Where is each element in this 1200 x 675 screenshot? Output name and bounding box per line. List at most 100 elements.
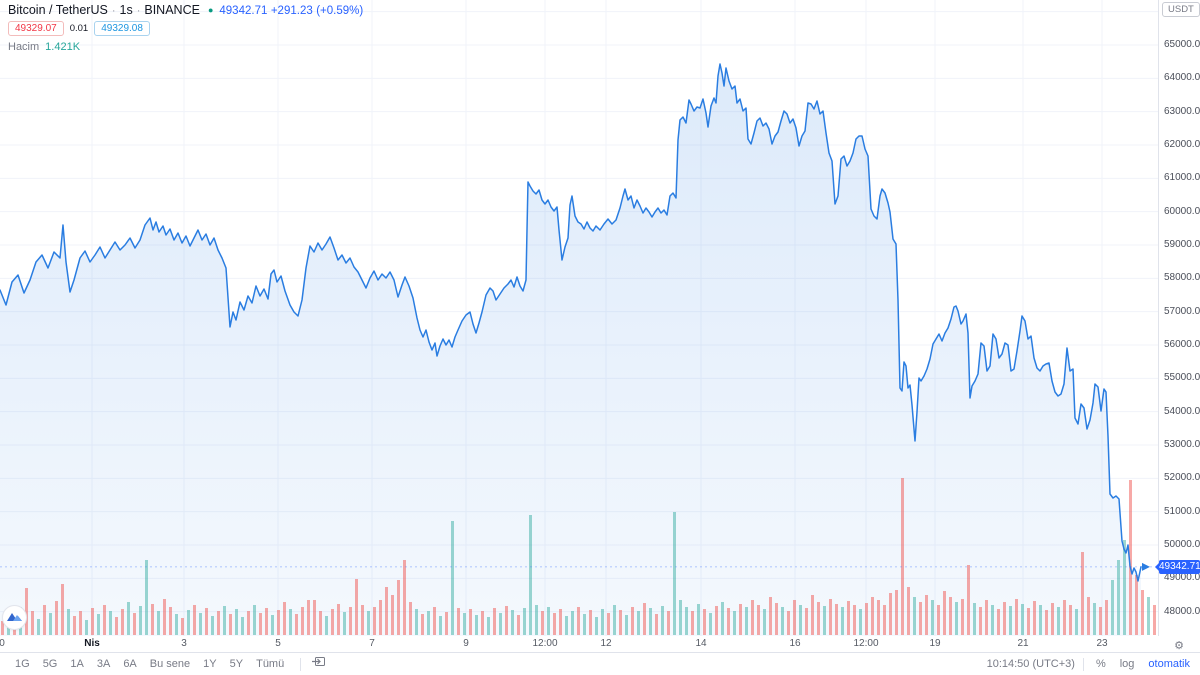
volume-bar <box>439 616 442 635</box>
volume-bar <box>421 614 424 635</box>
volume-bar <box>37 619 40 635</box>
price-area-fill <box>0 64 1141 636</box>
range-button-6a[interactable]: 6A <box>123 658 137 670</box>
symbol-title[interactable]: Bitcoin / TetherUS <box>8 3 108 17</box>
volume-bar <box>103 605 106 635</box>
volume-bar <box>367 611 370 635</box>
interval-label[interactable]: 1s <box>119 3 133 17</box>
range-button-bu-sene[interactable]: Bu sene <box>149 658 191 670</box>
gear-icon[interactable]: ⚙ <box>1174 640 1184 652</box>
volume-bar <box>109 611 112 635</box>
volume-bar <box>67 609 70 635</box>
range-button-1g[interactable]: 1G <box>15 658 30 670</box>
volume-bar <box>721 602 724 635</box>
volume-bar <box>949 597 952 635</box>
volume-bar <box>445 612 448 635</box>
volume-bar <box>331 609 334 635</box>
volume-bar <box>997 609 1000 635</box>
volume-bar <box>973 603 976 635</box>
volume-bar <box>73 616 76 635</box>
volume-bar <box>877 600 880 635</box>
volume-bar <box>937 605 940 635</box>
volume-bar <box>1099 607 1102 635</box>
range-button-1a[interactable]: 1A <box>70 658 84 670</box>
volume-bar <box>187 610 190 635</box>
volume-bar <box>901 478 904 635</box>
volume-bar <box>121 609 124 635</box>
volume-bar <box>481 611 484 635</box>
volume-bar <box>139 606 142 635</box>
chart-pane[interactable]: Bitcoin / TetherUS · 1s · BINANCE ● 49342.71 +… <box>0 0 1158 636</box>
volume-bar <box>559 609 562 635</box>
time-axis-label: 21 <box>1017 638 1029 649</box>
volume-bar <box>1033 601 1036 635</box>
volume-bar <box>985 600 988 635</box>
buy-price-button[interactable]: 49329.08 <box>94 21 150 36</box>
volume-bar <box>763 609 766 635</box>
price-axis-label: 61000.00 <box>1164 172 1200 184</box>
volume-bar <box>829 599 832 635</box>
volume-bar <box>91 608 94 635</box>
toolbar-divider <box>300 657 302 671</box>
volume-bar <box>1045 610 1048 635</box>
volume-bar <box>1015 599 1018 635</box>
tradingview-logo[interactable] <box>2 605 27 630</box>
price-axis[interactable]: USDT 66000.0065000.0064000.0063000.00620… <box>1155 0 1200 636</box>
volume-bar <box>1135 575 1138 635</box>
volume-bar <box>319 611 322 635</box>
volume-bar <box>739 604 742 635</box>
volume-bar <box>841 607 844 635</box>
volume-bar <box>487 617 490 635</box>
log-scale-button[interactable]: log <box>1119 658 1135 670</box>
volume-bar <box>49 613 52 635</box>
volume-bar <box>277 610 280 635</box>
range-button-tümü[interactable]: Tümü <box>256 658 285 670</box>
auto-scale-button[interactable]: otomatik <box>1148 658 1190 670</box>
volume-bar <box>205 608 208 635</box>
volume-bar <box>769 597 772 635</box>
volume-bar <box>547 607 550 635</box>
volume-bar <box>523 608 526 635</box>
price-axis-label: 63000.00 <box>1164 105 1200 117</box>
volume-bar <box>1129 480 1132 635</box>
price-axis-label: 52000.00 <box>1164 472 1200 484</box>
time-axis-label: 12 <box>600 638 612 649</box>
volume-bar <box>847 601 850 635</box>
time-axis-label: 23 <box>1096 638 1108 649</box>
bid-ask-row: 49329.07 0.01 49329.08 <box>8 21 363 36</box>
volume-bar <box>385 587 388 635</box>
volume-bar <box>787 611 790 635</box>
percent-scale-button[interactable]: % <box>1095 658 1106 670</box>
volume-bar <box>799 605 802 635</box>
volume-bar <box>637 611 640 635</box>
volume-bar <box>313 600 316 635</box>
last-price-arrow-icon <box>1142 562 1150 571</box>
volume-bar <box>223 606 226 635</box>
volume-bar <box>979 607 982 635</box>
volume-bar <box>601 609 604 635</box>
clock-label[interactable]: 10:14:50 (UTC+3) <box>986 658 1075 670</box>
volume-bar <box>1051 603 1054 635</box>
volume-bar <box>751 600 754 635</box>
go-to-date-icon[interactable] <box>311 655 326 673</box>
range-button-1y[interactable]: 1Y <box>203 658 217 670</box>
volume-label[interactable]: Hacim <box>8 41 40 53</box>
volume-bar <box>919 602 922 635</box>
symbol-row: Bitcoin / TetherUS · 1s · BINANCE ● 49342.71 +… <box>8 3 363 17</box>
volume-bar <box>133 613 136 635</box>
volume-bar <box>355 579 358 635</box>
volume-bar <box>541 611 544 635</box>
exchange-label[interactable]: BINANCE <box>144 3 200 17</box>
range-button-5y[interactable]: 5Y <box>229 658 244 670</box>
volume-bar <box>499 613 502 635</box>
range-button-5g[interactable]: 5G <box>42 658 58 670</box>
volume-bar <box>475 615 478 635</box>
price-line <box>0 63 1142 582</box>
volume-bar <box>667 611 670 635</box>
range-button-3a[interactable]: 3A <box>96 658 111 670</box>
sell-price-button[interactable]: 49329.07 <box>8 21 64 36</box>
volume-bar <box>265 608 268 635</box>
last-price-badge: 49342.71 <box>1155 559 1200 574</box>
time-axis[interactable]: 0 Nis 3 5 7 9 12:00 12 14 16 12:00 19 21 23 <box>0 636 1158 652</box>
volume-bar <box>649 608 652 635</box>
